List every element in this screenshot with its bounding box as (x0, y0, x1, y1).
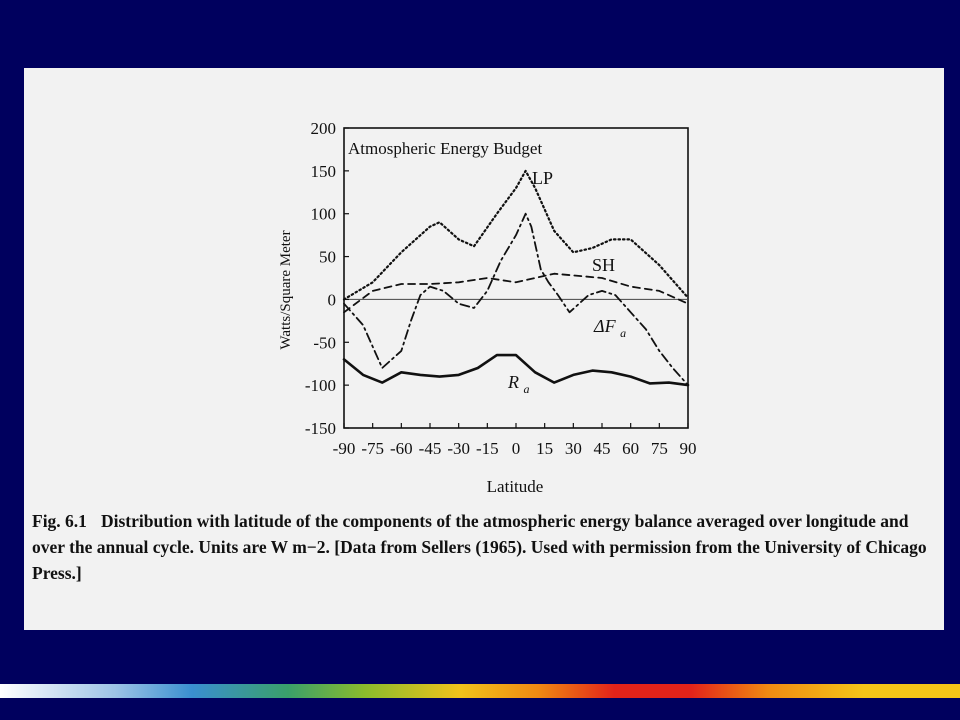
series-label-ra: R a (507, 372, 530, 396)
series-lines (342, 169, 690, 387)
tick-labels: -90 -75 -60 -45 -30 -15 0 15 30 45 60 75 90200150100… (305, 119, 697, 458)
slide-accent-bar (0, 684, 960, 698)
x-tick-label: -45 (419, 439, 442, 458)
x-tick-label: -30 (447, 439, 470, 458)
series-line-3 (342, 353, 690, 387)
y-tick-label: -50 (313, 333, 336, 352)
caption-label: Fig. 6.1 (32, 511, 87, 531)
series-label-sh: SH (592, 255, 615, 275)
series-label-ra-main: R (507, 372, 519, 392)
x-tick-label: -90 (333, 439, 356, 458)
x-tick-label: 30 (565, 439, 582, 458)
x-tick-label: 75 (651, 439, 668, 458)
y-tick-label: 50 (319, 248, 336, 267)
y-tick-label: 150 (311, 162, 337, 181)
series-line-0 (342, 169, 690, 301)
y-tick-label: 200 (311, 119, 337, 138)
y-tick-label: 0 (328, 290, 337, 309)
y-axis-label: Watts/Square Meter (278, 230, 294, 349)
figure-caption: Fig. 6.1 Distribution with latitude of th… (32, 508, 942, 586)
series-label-dfa-main: ΔF (593, 316, 617, 336)
series-line-2 (343, 212, 689, 387)
x-tick-label: -75 (361, 439, 384, 458)
series-label-dfa-sub: a (620, 326, 626, 340)
x-tick-label: -60 (390, 439, 413, 458)
chart-title: Atmospheric Energy Budget (348, 139, 542, 158)
x-tick-label: 15 (536, 439, 553, 458)
scanned-page: -90 -75 -60 -45 -30 -15 0 15 30 45 60 75 90 200 150 100… (24, 68, 944, 630)
x-tick-label: 0 (512, 439, 521, 458)
series-label-dfa: ΔF a (593, 316, 626, 340)
caption-text: Distribution with latitude of the compon… (32, 511, 927, 583)
x-axis-label: Latitude (487, 477, 544, 496)
axes (343, 127, 689, 429)
y-tick-label: -150 (305, 419, 336, 438)
series-label-ra-sub: a (524, 382, 530, 396)
energy-budget-chart: -90 -75 -60 -45 -30 -15 0 15 30 45 60 75 90200150100… (278, 119, 697, 496)
series-label-lp: LP (532, 168, 553, 188)
x-tick-label: 90 (680, 439, 697, 458)
series-line-1 (343, 272, 689, 314)
x-tick-label: -15 (476, 439, 499, 458)
y-tick-label: -100 (305, 376, 336, 395)
x-tick-label: 45 (594, 439, 611, 458)
y-tick-label: 100 (311, 205, 337, 224)
x-tick-label: 60 (622, 439, 639, 458)
